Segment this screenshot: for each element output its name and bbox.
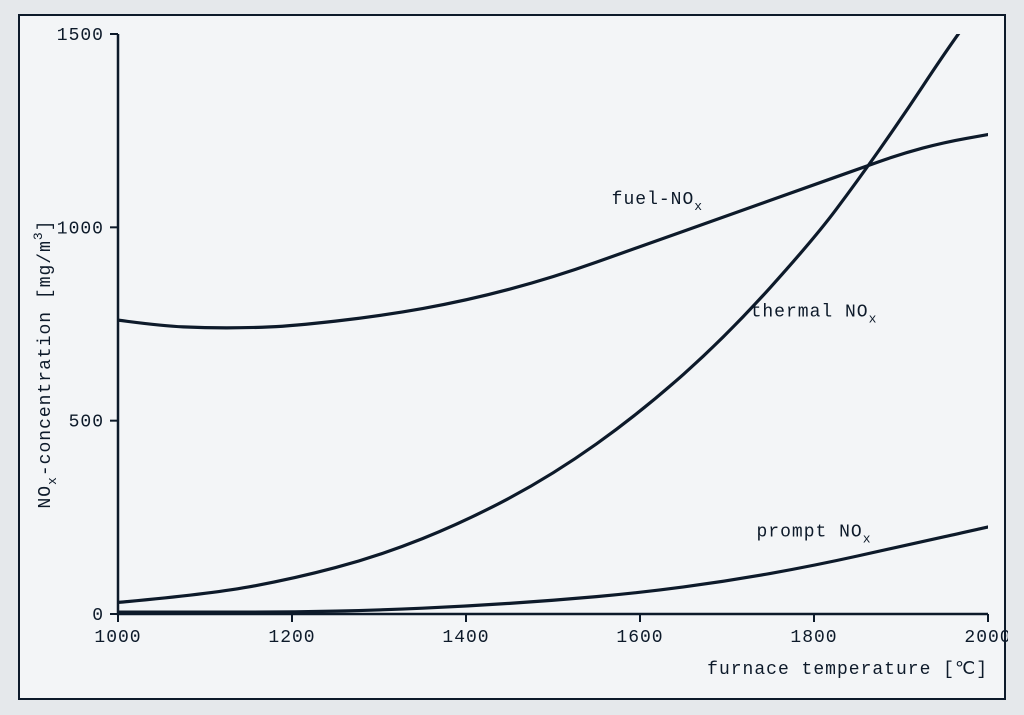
y-tick-label: 0 <box>92 606 104 626</box>
y-tick-label: 1000 <box>57 219 104 239</box>
x-tick-label: 1400 <box>442 628 489 648</box>
y-tick-label: 500 <box>69 413 104 433</box>
series-label: fuel-NOx <box>612 190 703 214</box>
x-tick-label: 1000 <box>94 628 141 648</box>
chart-frame: 1000 1200 1400 1600 1800 2000 0 500 1000 1500 fuel… <box>18 14 1006 700</box>
x-tick-label: 1200 <box>268 628 315 648</box>
scan-background: 1000 1200 1400 1600 1800 2000 0 500 1000 1500 fuel… <box>0 0 1024 715</box>
y-tick-label: 1500 <box>57 26 104 46</box>
x-axis-label: furnace temperature [℃] <box>707 660 988 680</box>
nox-chart: 1000 1200 1400 1600 1800 2000 0 500 1000 1500 fuel… <box>20 16 1008 702</box>
x-tick-label: 2000 <box>964 628 1008 648</box>
x-tick-label: 1800 <box>790 628 837 648</box>
series-fuel-no- <box>118 135 988 328</box>
series-label: thermal NOx <box>751 302 878 326</box>
y-axis-label: NOx-concentration [mg/m3] <box>31 219 60 508</box>
x-tick-label: 1600 <box>616 628 663 648</box>
series-label: prompt NOx <box>756 523 871 547</box>
